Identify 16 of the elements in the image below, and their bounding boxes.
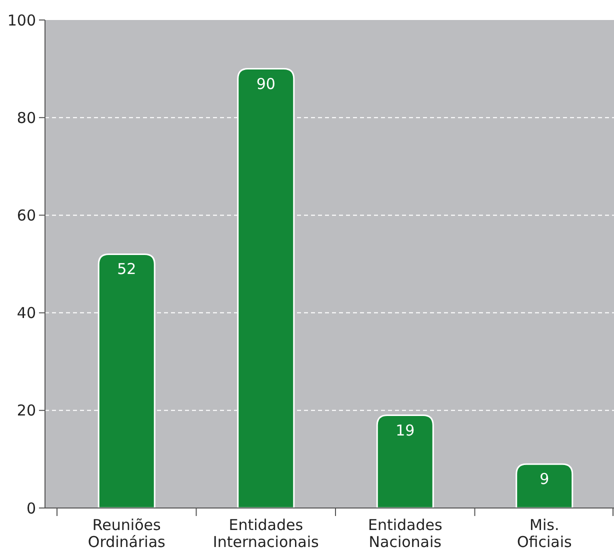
data-label: 52 xyxy=(117,260,136,278)
x-tick-label: Entidades Internacionais xyxy=(212,516,320,551)
data-label: 19 xyxy=(396,421,415,440)
bar xyxy=(376,414,434,509)
data-label: 9 xyxy=(540,470,550,488)
x-tick-label: Entidades Nacionais xyxy=(368,516,442,551)
data-label: 90 xyxy=(256,74,276,93)
y-tick-label: 20 xyxy=(16,402,36,420)
y-tick-label: 80 xyxy=(16,108,36,127)
x-tick-label: Mis. Oficiais xyxy=(516,516,572,551)
y-tick-label: 100 xyxy=(7,11,36,30)
bar xyxy=(516,463,574,509)
y-tick-label: 60 xyxy=(16,206,36,224)
y-tick-label: 40 xyxy=(16,304,36,322)
x-tick-label: Reuniões Ordinárias xyxy=(88,516,166,551)
y-tick-label: 0 xyxy=(26,499,36,518)
